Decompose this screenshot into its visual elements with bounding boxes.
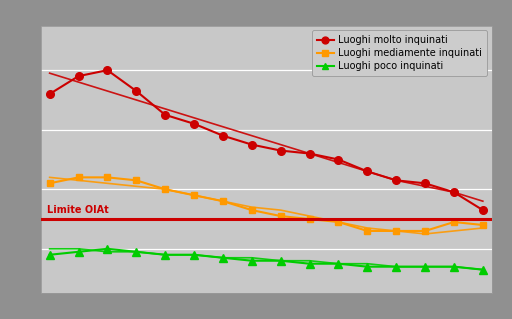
Luoghi mediamente inquinati — [422, 229, 428, 233]
Line: Luoghi mediamente inquinati: Luoghi mediamente inquinati — [47, 174, 486, 234]
Luoghi poco inquinati — [133, 250, 139, 254]
Luoghi poco inquinati — [335, 262, 342, 266]
Luoghi molto inquinati — [133, 89, 139, 93]
Luoghi mediamente inquinati — [451, 220, 457, 224]
Luoghi molto inquinati — [451, 190, 457, 194]
Luoghi molto inquinati — [480, 208, 486, 212]
Luoghi poco inquinati — [364, 265, 370, 269]
Luoghi mediamente inquinati — [133, 178, 139, 182]
Luoghi molto inquinati — [47, 92, 53, 96]
Luoghi poco inquinati — [191, 253, 197, 257]
Luoghi molto inquinati — [335, 158, 342, 161]
Luoghi molto inquinati — [162, 113, 168, 117]
Luoghi mediamente inquinati — [393, 229, 399, 233]
Luoghi poco inquinati — [220, 256, 226, 260]
Luoghi mediamente inquinati — [104, 175, 111, 179]
Luoghi molto inquinati — [220, 134, 226, 137]
Luoghi poco inquinati — [75, 250, 81, 254]
Luoghi molto inquinati — [75, 74, 81, 78]
Luoghi molto inquinati — [393, 178, 399, 182]
Luoghi poco inquinati — [451, 265, 457, 269]
Luoghi mediamente inquinati — [278, 214, 284, 218]
Luoghi mediamente inquinati — [335, 220, 342, 224]
Luoghi molto inquinati — [191, 122, 197, 126]
Luoghi poco inquinati — [422, 265, 428, 269]
Luoghi poco inquinati — [393, 265, 399, 269]
Luoghi poco inquinati — [162, 253, 168, 257]
Luoghi poco inquinati — [249, 259, 255, 263]
Luoghi mediamente inquinati — [47, 182, 53, 185]
Luoghi molto inquinati — [307, 152, 313, 155]
Line: Luoghi poco inquinati: Luoghi poco inquinati — [46, 245, 487, 273]
Luoghi mediamente inquinati — [249, 208, 255, 212]
Luoghi molto inquinati — [364, 169, 370, 173]
Luoghi mediamente inquinati — [364, 229, 370, 233]
Luoghi mediamente inquinati — [162, 187, 168, 191]
Luoghi poco inquinati — [47, 253, 53, 257]
Luoghi poco inquinati — [278, 259, 284, 263]
Luoghi mediamente inquinati — [220, 199, 226, 203]
Luoghi poco inquinati — [480, 268, 486, 271]
Luoghi molto inquinati — [104, 68, 111, 72]
Luoghi mediamente inquinati — [480, 223, 486, 227]
Text: Limite OIAt: Limite OIAt — [47, 205, 109, 215]
Luoghi poco inquinati — [104, 247, 111, 251]
Luoghi molto inquinati — [422, 182, 428, 185]
Luoghi molto inquinati — [278, 149, 284, 152]
Luoghi mediamente inquinati — [307, 217, 313, 221]
Luoghi poco inquinati — [307, 262, 313, 266]
Luoghi molto inquinati — [249, 143, 255, 146]
Luoghi mediamente inquinati — [75, 175, 81, 179]
Luoghi mediamente inquinati — [191, 193, 197, 197]
Legend: Luoghi molto inquinati, Luoghi mediamente inquinati, Luoghi poco inquinati: Luoghi molto inquinati, Luoghi mediament… — [312, 30, 487, 76]
Line: Luoghi molto inquinati: Luoghi molto inquinati — [46, 66, 487, 214]
